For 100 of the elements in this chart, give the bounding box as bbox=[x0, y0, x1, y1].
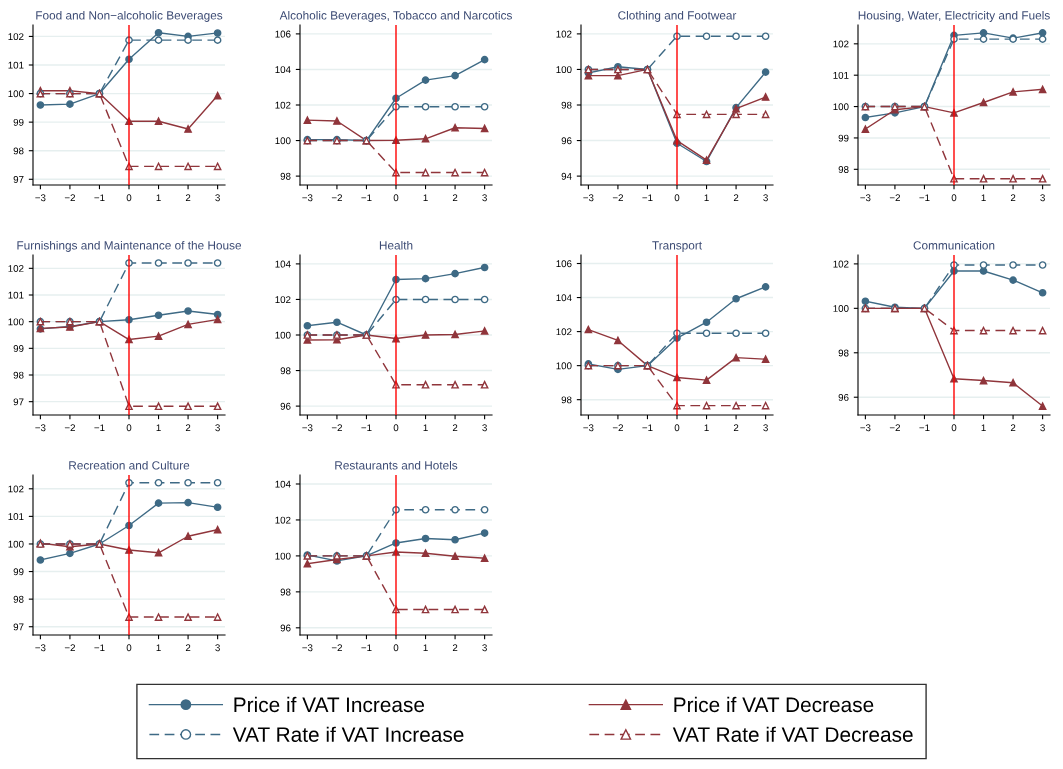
x-tick-label: −2 bbox=[612, 424, 623, 432]
x-tick-label: −3 bbox=[302, 644, 313, 652]
y-tick-label: 101 bbox=[8, 291, 24, 299]
chart-title: Housing, Water, Electricity and Fuels bbox=[858, 10, 1050, 22]
x-tick-label: −1 bbox=[919, 424, 930, 432]
x-tick-label: −2 bbox=[331, 194, 342, 202]
x-tick-label: −1 bbox=[361, 644, 372, 652]
x-tick-label: −3 bbox=[35, 424, 46, 432]
y-tick-label: 96 bbox=[280, 624, 291, 632]
x-tick-label: 1 bbox=[704, 194, 709, 202]
chart-title: Transport bbox=[652, 241, 702, 252]
y-tick-label: 98 bbox=[13, 595, 24, 603]
y-tick-label: 100 bbox=[556, 362, 572, 370]
y-tick-label: 99 bbox=[838, 134, 849, 142]
y-tick-label: 102 bbox=[8, 265, 24, 272]
x-tick-label: 3 bbox=[482, 644, 487, 652]
y-tick-label: 102 bbox=[275, 296, 291, 304]
x-tick-label: 2 bbox=[185, 424, 191, 432]
x-tick-label: 1 bbox=[156, 194, 161, 202]
x-tick-label: 3 bbox=[763, 424, 768, 432]
x-tick-label: −1 bbox=[361, 194, 372, 202]
y-tick-label: 97 bbox=[13, 398, 24, 406]
x-tick-label: 2 bbox=[733, 194, 739, 202]
x-tick-label: 1 bbox=[981, 424, 986, 432]
x-tick-label: 2 bbox=[185, 644, 191, 652]
y-tick-label: 100 bbox=[275, 552, 291, 560]
x-tick-label: 0 bbox=[126, 424, 132, 432]
x-tick-label: −2 bbox=[612, 194, 623, 202]
y-tick-label: 101 bbox=[8, 61, 24, 69]
x-tick-label: 1 bbox=[423, 644, 428, 652]
x-tick-label: −2 bbox=[889, 424, 900, 432]
y-tick-label: 102 bbox=[8, 33, 24, 41]
x-tick-label: −3 bbox=[35, 644, 46, 652]
x-tick-label: 3 bbox=[215, 424, 220, 432]
x-tick-label: 1 bbox=[423, 194, 428, 202]
x-tick-label: −3 bbox=[583, 194, 594, 202]
x-tick-label: 1 bbox=[704, 424, 709, 432]
y-tick-label: 94 bbox=[561, 172, 572, 180]
x-tick-label: 1 bbox=[156, 644, 161, 652]
chart-title: Furnishings and Maintenance of the House bbox=[17, 240, 242, 252]
y-tick-label: 98 bbox=[838, 349, 849, 357]
chart-title: Restaurants and Hotels bbox=[335, 460, 458, 470]
x-tick-label: 0 bbox=[126, 644, 132, 652]
chart-title: Alcoholic Beverages, Tobacco and Narcotics bbox=[279, 10, 512, 22]
y-tick-label: 100 bbox=[556, 66, 572, 74]
x-tick-label: −3 bbox=[860, 424, 871, 432]
x-tick-label: 3 bbox=[763, 194, 768, 202]
x-tick-label: 2 bbox=[452, 644, 458, 652]
x-tick-label: 3 bbox=[1040, 194, 1045, 202]
y-tick-label: 102 bbox=[833, 40, 849, 48]
y-tick-label: 98 bbox=[561, 396, 572, 404]
y-tick-label: 97 bbox=[13, 176, 24, 183]
y-tick-label: 96 bbox=[838, 393, 849, 401]
y-tick-label: 100 bbox=[833, 305, 849, 312]
y-tick-label: 102 bbox=[275, 516, 291, 524]
x-tick-label: −2 bbox=[889, 194, 900, 202]
y-tick-label: 100 bbox=[8, 318, 24, 326]
x-tick-label: 0 bbox=[126, 194, 132, 202]
x-tick-label: −1 bbox=[642, 424, 653, 432]
legend-label: VAT Rate if VAT Increase bbox=[232, 726, 464, 742]
x-tick-label: 3 bbox=[482, 424, 487, 432]
x-tick-label: 3 bbox=[215, 194, 220, 202]
x-tick-label: 2 bbox=[1010, 194, 1016, 202]
y-tick-label: 98 bbox=[838, 166, 849, 173]
y-tick-label: 98 bbox=[280, 367, 291, 375]
y-tick-label: 102 bbox=[8, 485, 24, 493]
x-tick-label: 2 bbox=[185, 194, 191, 202]
x-tick-label: 0 bbox=[951, 424, 957, 432]
x-tick-label: 0 bbox=[393, 194, 399, 202]
y-tick-label: 104 bbox=[275, 66, 291, 74]
y-tick-label: 99 bbox=[13, 345, 24, 352]
x-tick-label: 3 bbox=[1040, 424, 1045, 432]
y-tick-label: 104 bbox=[275, 480, 291, 488]
x-tick-label: −3 bbox=[302, 194, 313, 202]
x-tick-label: −2 bbox=[64, 644, 75, 652]
x-tick-label: 3 bbox=[215, 644, 220, 652]
y-tick-label: 100 bbox=[833, 103, 849, 111]
y-tick-label: 101 bbox=[8, 513, 24, 520]
x-tick-label: 2 bbox=[452, 194, 458, 202]
x-tick-label: 2 bbox=[452, 424, 458, 432]
legend-label: Price if VAT Increase bbox=[234, 696, 425, 713]
x-tick-label: −2 bbox=[331, 424, 342, 432]
x-tick-label: −3 bbox=[583, 424, 594, 432]
x-tick-label: 0 bbox=[951, 194, 957, 202]
y-tick-label: 98 bbox=[280, 172, 291, 180]
chart-title: Recreation and Culture bbox=[69, 460, 190, 470]
x-tick-label: −2 bbox=[64, 424, 75, 432]
legend-label: Price if VAT Decrease bbox=[674, 696, 874, 713]
y-tick-label: 102 bbox=[556, 30, 572, 38]
y-tick-label: 102 bbox=[556, 328, 572, 336]
x-tick-label: −1 bbox=[361, 424, 372, 432]
x-tick-label: 1 bbox=[156, 424, 161, 432]
x-tick-label: 3 bbox=[482, 194, 487, 202]
x-tick-label: −2 bbox=[64, 194, 75, 202]
y-tick-label: 104 bbox=[275, 260, 291, 268]
chart-title: Communication bbox=[913, 240, 995, 250]
x-tick-label: 2 bbox=[733, 424, 739, 432]
x-tick-label: −2 bbox=[331, 644, 342, 652]
x-tick-label: −1 bbox=[94, 644, 105, 652]
chart-title: Health bbox=[379, 240, 413, 250]
